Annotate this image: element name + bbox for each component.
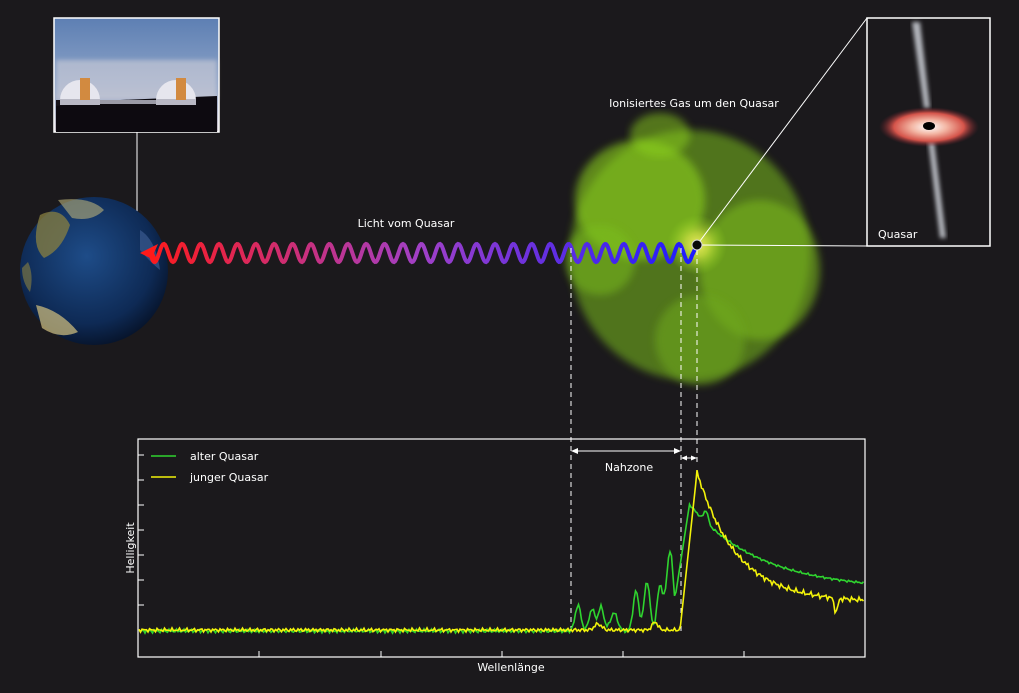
spectrum-plot: Nahzone alter Quasar junger Quasar Helli… [124,438,866,674]
spectrum-old-quasar [138,501,865,635]
nahzone-arrow [571,448,697,461]
light-wave [148,241,699,265]
earth-globe [20,197,168,345]
axis-ticks [138,454,745,657]
guide-lines [570,248,698,634]
gas-cloud [565,113,820,385]
legend-label-young: junger Quasar [189,471,269,484]
quasar-label: Quasar [878,228,918,241]
quasar-inset [696,17,991,247]
x-axis-label: Wellenlänge [477,661,545,674]
wave-arrowhead-icon [140,244,158,262]
legend-label-old: alter Quasar [190,450,259,463]
telescope-photo [53,17,220,133]
y-axis-label: Helligkeit [124,522,137,574]
quasar-icon [691,239,703,251]
legend: alter Quasar junger Quasar [151,450,269,484]
gas-label: Ionisiertes Gas um den Quasar [609,97,779,110]
nahzone-label: Nahzone [605,461,653,474]
light-label: Licht vom Quasar [358,217,455,230]
spectrum-young-quasar [138,469,865,634]
